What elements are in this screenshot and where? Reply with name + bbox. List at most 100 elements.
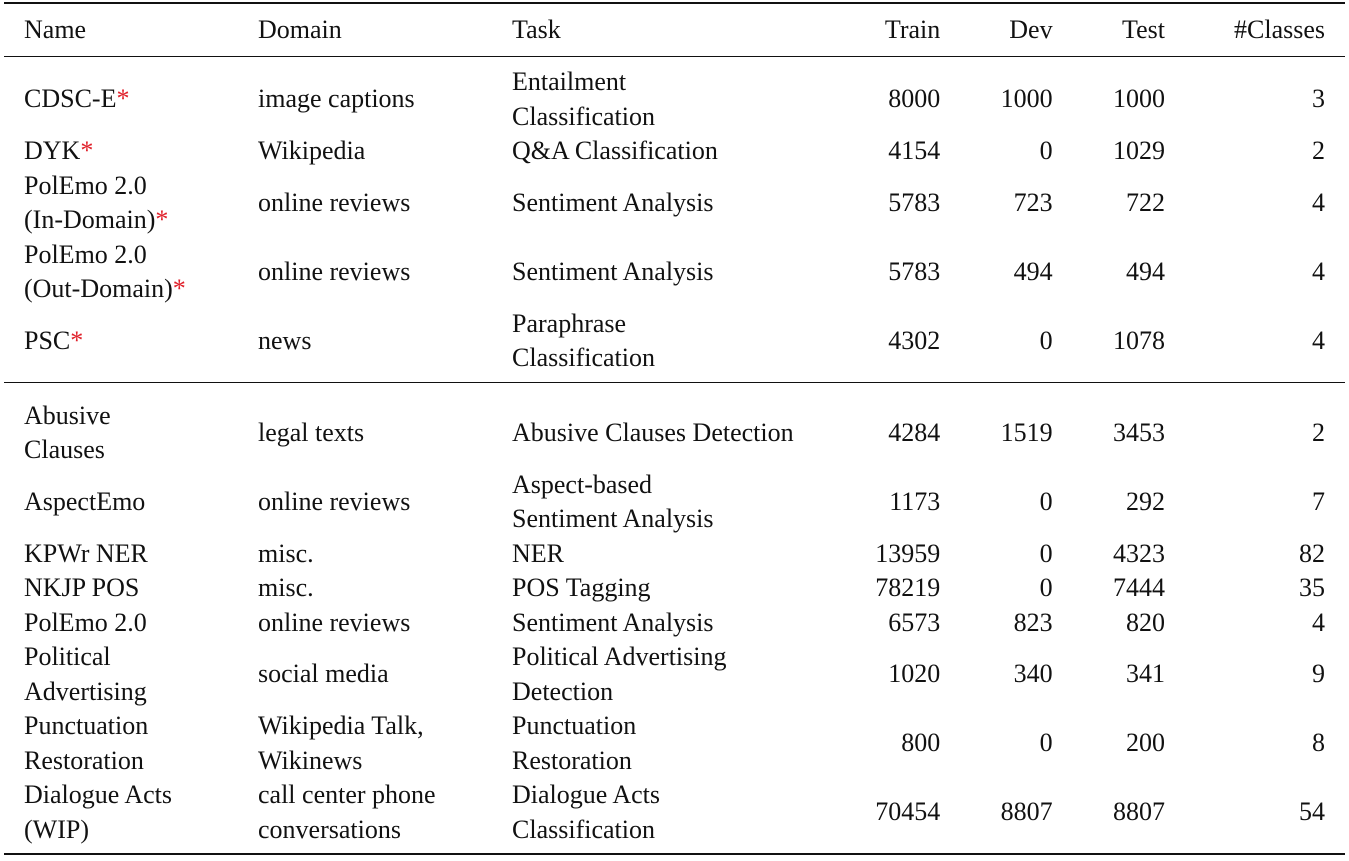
- table-row: PolEmo 2.0 online reviews Sentiment Analys…: [4, 606, 1345, 641]
- table-row: PolEmo 2.0 (Out-Domain)* online reviews Sen…: [4, 238, 1345, 307]
- cell-dev: 0: [1039, 486, 1053, 516]
- cell-domain-line: conversations: [258, 814, 401, 844]
- cell-domain: legal texts: [238, 382, 492, 468]
- header-domain: Domain: [258, 14, 342, 44]
- cell-name-line: DYK: [24, 136, 81, 165]
- cell-test: 1029: [1112, 136, 1165, 165]
- cell-test: 8807: [1112, 797, 1165, 827]
- cell-dev: 0: [1039, 728, 1053, 758]
- cell-name-line: Restoration: [24, 745, 144, 775]
- cell-dev: 0: [1039, 136, 1053, 165]
- cell-name-line: Clauses: [24, 435, 105, 464]
- cell-name-line: (WIP): [24, 814, 89, 844]
- cell-task-line: Political Advertising: [512, 642, 727, 671]
- cell-classes: 4: [1312, 256, 1325, 286]
- cell-test: 722: [1125, 187, 1165, 217]
- cell-name: CDSC-E*: [4, 57, 238, 135]
- cell-dev: 1000: [1000, 84, 1053, 114]
- cell-train: 5783: [888, 187, 941, 217]
- cell-domain-line: misc.: [258, 573, 314, 602]
- cell-train: 5783: [888, 256, 941, 286]
- cell-task-line: Aspect-based: [512, 469, 653, 499]
- cell-task-line: Detection: [512, 676, 614, 706]
- cell-domain-line: call center phone: [258, 780, 436, 809]
- cell-dev: 8807: [1000, 797, 1053, 827]
- cell-classes: 7: [1312, 486, 1325, 516]
- cell-test: 1000: [1112, 84, 1165, 114]
- cell-task-line: Paraphrase: [512, 308, 627, 338]
- cell-domain: image captions: [238, 57, 492, 135]
- cell-domain: social media: [238, 640, 492, 709]
- cell-name: NKJP POS: [4, 571, 238, 606]
- cell-name-line: NKJP POS: [24, 573, 140, 602]
- cell-task-line: Classification: [512, 101, 655, 131]
- cell-domain: online reviews: [238, 468, 492, 537]
- cell-domain: Wikipedia: [238, 134, 492, 169]
- asterisk-marker: *: [70, 325, 84, 355]
- cell-domain-line: social media: [258, 659, 389, 689]
- header-dev: Dev: [1009, 14, 1053, 44]
- cell-name-line: Dialogue Acts: [24, 780, 173, 809]
- cell-task-line: Classification: [512, 814, 655, 844]
- cell-domain: misc.: [238, 537, 492, 572]
- cell-task: Political Advertising Detection: [492, 640, 832, 709]
- cell-task-line: Sentiment Analysis: [512, 504, 714, 533]
- cell-test: 7444: [1112, 573, 1165, 602]
- table-row: PSC* news Paraphrase Classification 4302 0 107…: [4, 307, 1345, 383]
- cell-domain: call center phone conversations: [238, 778, 492, 854]
- cell-classes: 9: [1312, 659, 1325, 689]
- header-row: Name Domain Task Train Dev Test #Classes: [4, 3, 1345, 57]
- cell-name: Abusive Clauses: [4, 382, 238, 468]
- cell-classes: 54: [1299, 797, 1325, 827]
- cell-train: 8000: [888, 84, 941, 114]
- cell-train: 4302: [888, 325, 941, 355]
- cell-task: Dialogue Acts Classification: [492, 778, 832, 854]
- cell-domain: online reviews: [238, 606, 492, 641]
- cell-task-line: Q&A Classification: [512, 136, 718, 165]
- cell-name-line: PSC: [24, 325, 71, 355]
- dataset-table: Name Domain Task Train Dev Test #Classes…: [4, 2, 1345, 855]
- cell-test: 1078: [1112, 325, 1165, 355]
- cell-train: 1020: [888, 659, 941, 689]
- table-row: PolEmo 2.0 (In-Domain)* online reviews Sent…: [4, 169, 1345, 238]
- table-row: CDSC-E* image captions Entailment Classific…: [4, 57, 1345, 135]
- cell-name: PolEmo 2.0 (Out-Domain)*: [4, 238, 238, 307]
- cell-classes: 4: [1312, 607, 1325, 637]
- asterisk-marker: *: [116, 84, 130, 114]
- cell-dev: 0: [1039, 538, 1053, 568]
- cell-name: KPWr NER: [4, 537, 238, 572]
- cell-task: Punctuation Restoration: [492, 709, 832, 778]
- cell-domain-line: Wikipedia Talk,: [258, 711, 424, 740]
- cell-train: 6573: [888, 607, 941, 637]
- cell-task: POS Tagging: [492, 571, 832, 606]
- cell-name-line: Abusive: [24, 400, 111, 430]
- cell-test: 200: [1125, 728, 1165, 758]
- table-row: Punctuation Restoration Wikipedia Talk, Wik…: [4, 709, 1345, 778]
- cell-domain-line: Wikinews: [258, 745, 363, 775]
- cell-classes: 4: [1312, 325, 1325, 355]
- cell-task: Sentiment Analysis: [492, 169, 832, 238]
- cell-name-line: PolEmo 2.0: [24, 170, 147, 200]
- cell-domain-line: Wikipedia: [258, 136, 366, 165]
- cell-task-line: Restoration: [512, 745, 632, 775]
- cell-domain: online reviews: [238, 169, 492, 238]
- cell-name-line: PolEmo 2.0: [24, 239, 147, 269]
- cell-task: Sentiment Analysis: [492, 606, 832, 641]
- cell-name: PSC*: [4, 307, 238, 383]
- table-row: KPWr NER misc. NER 13959 0 4323 82: [4, 537, 1345, 572]
- cell-name: DYK*: [4, 134, 238, 169]
- table-row: Political Advertising social media Politica…: [4, 640, 1345, 709]
- asterisk-marker: *: [80, 136, 94, 165]
- cell-name-line: Punctuation: [24, 711, 149, 740]
- cell-classes: 82: [1299, 538, 1325, 568]
- cell-task: Entailment Classification: [492, 57, 832, 135]
- cell-dev: 0: [1039, 573, 1053, 602]
- cell-train: 13959: [875, 538, 941, 568]
- cell-test: 4323: [1112, 538, 1165, 568]
- cell-classes: 2: [1312, 417, 1325, 447]
- cell-train: 800: [901, 728, 941, 758]
- cell-name-line: KPWr NER: [24, 538, 148, 568]
- cell-task: Abusive Clauses Detection: [492, 382, 832, 468]
- table-row: Abusive Clauses legal texts Abusive Clauses…: [4, 382, 1345, 468]
- cell-train: 70454: [875, 797, 941, 827]
